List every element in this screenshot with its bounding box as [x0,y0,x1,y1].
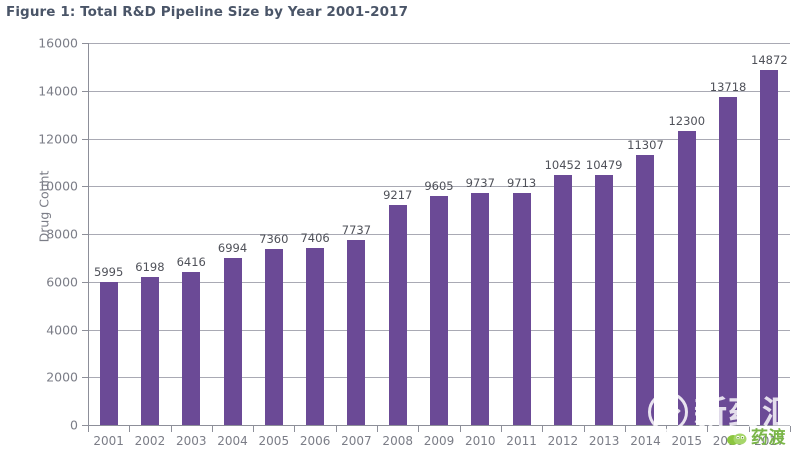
x-axis-tick-label: 2015 [671,434,703,448]
x-axis-tick-label: 2012 [547,434,579,448]
y-axis-tick-mark [82,234,88,235]
gridline [88,138,790,140]
x-axis-tick-label: 2014 [630,434,661,448]
bar[interactable] [388,204,407,425]
x-axis-tick-mark [500,426,502,432]
x-axis-tick-mark [335,426,337,432]
y-axis-tick-mark [82,329,88,331]
bar[interactable] [677,131,696,425]
x-axis-tick-label: 2008 [382,434,413,448]
x-axis-tick-mark [666,426,668,432]
y-axis-tick-mark [82,43,88,44]
y-axis-tick-label: 6000 [46,274,78,290]
y-axis-tick-labels: 16000 14000 12000 10000 8000 6000 4000 2000 0 [0,0,78,457]
bar[interactable] [719,97,738,425]
bar[interactable] [636,155,655,425]
x-axis-tick-mark [790,426,791,432]
x-axis-tick-label: 2016 [712,434,744,448]
gridline [88,186,790,188]
y-axis-tick-mark [82,425,88,426]
x-axis-tick-label: 2006 [299,434,331,448]
x-axis-tick-label: 2013 [588,434,620,448]
bar[interactable] [760,69,779,425]
x-axis-tick-mark [253,426,255,432]
x-axis-tick-mark [748,426,750,432]
x-axis-tick-mark [88,426,89,432]
plot-area: 5995 6198 6416 6994 7360 7406 7737 9217 9605 9737… [88,43,790,426]
bar-value-label: 7360 [259,232,289,247]
x-axis-tick-label: 2010 [465,434,496,448]
y-axis-tick-label: 0 [70,417,78,433]
bar[interactable] [140,277,159,425]
bar[interactable] [264,249,283,425]
x-axis-tick-mark [624,426,626,432]
bar-value-label: 12300 [668,114,706,129]
bar[interactable] [182,271,201,425]
x-axis-tick-mark [459,426,461,432]
y-axis-tick-label: 10000 [38,178,78,194]
x-axis-tick-mark [211,426,213,432]
x-axis-tick-label: 2002 [134,434,166,448]
bar-value-label: 13718 [709,80,747,95]
bar-value-label: 10452 [544,158,582,173]
bar-value-label: 6994 [217,241,248,256]
y-axis-tick-label: 16000 [38,35,78,51]
x-axis-tick-mark [294,426,296,432]
y-axis-tick-label: 8000 [46,226,78,242]
y-axis-line [88,43,89,426]
x-axis-tick-label: 2011 [506,434,537,448]
page-title: Figure 1: Total R&D Pipeline Size by Yea… [6,4,409,20]
bar[interactable] [595,174,614,425]
bar[interactable] [223,258,242,425]
bar-value-label: 7737 [341,223,372,238]
bar-value-label: 11307 [627,138,664,153]
x-axis-tick-mark [583,426,585,432]
x-axis-line [88,425,790,426]
x-axis-tick-label: 2017 [754,434,785,448]
bar[interactable] [553,175,572,425]
bar[interactable] [99,281,118,425]
y-axis-tick-mark [82,186,88,188]
bar-value-label: 6416 [176,254,206,269]
y-axis-tick-mark [82,90,88,92]
bar-value-label: 14872 [751,52,788,67]
bar-value-label: 9737 [465,175,495,190]
x-axis-tick-label: 2001 [93,434,124,448]
gridline [88,90,790,92]
gridline [88,43,790,44]
bar[interactable] [471,192,490,425]
bar-value-label: 10479 [585,157,623,172]
y-axis-tick-mark [82,377,88,379]
x-axis-tick-label: 2004 [217,434,248,448]
x-axis-tick-label: 2009 [423,434,455,448]
x-axis-tick-mark [707,426,709,432]
y-axis-tick-label: 14000 [38,83,78,99]
x-axis-tick-mark [129,426,131,432]
x-axis-tick-label: 2005 [258,434,290,448]
bar-value-label: 9605 [424,178,454,193]
y-axis-tick-label: 2000 [46,369,78,385]
y-axis-tick-mark [82,138,88,140]
x-axis-tick-label: 2003 [175,434,207,448]
y-axis-tick-label: 4000 [46,322,78,337]
x-axis-tick-mark [170,426,172,432]
bar-value-label: 5995 [94,264,124,279]
x-axis-tick-label: 2007 [341,434,372,448]
bar[interactable] [306,248,325,425]
bar-value-label: 9713 [506,176,537,191]
y-axis-tick-mark [82,281,88,283]
x-axis-tick-mark [542,426,544,432]
bar-value-label: 7406 [300,231,330,246]
x-axis-tick-mark [418,426,420,432]
x-axis-tick-mark [377,426,379,432]
y-axis-tick-label: 12000 [38,131,78,146]
bar[interactable] [430,195,448,425]
bar-value-label: 6198 [135,260,165,275]
bar[interactable] [347,240,366,425]
bar[interactable] [512,193,531,425]
bar-value-label: 9217 [383,187,413,202]
